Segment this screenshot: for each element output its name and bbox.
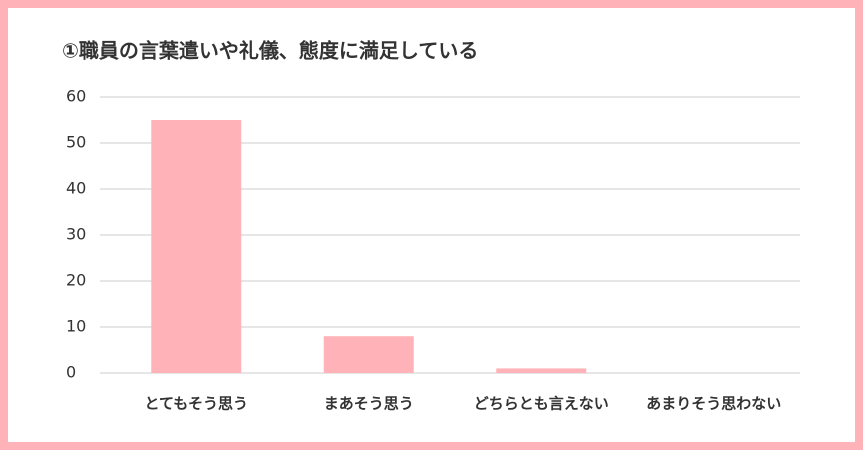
y-tick-label: 60 [66, 87, 86, 106]
bar [151, 120, 242, 373]
y-tick-label: 0 [66, 363, 76, 382]
x-tick-label: どちらとも言えない [474, 395, 609, 413]
y-tick-label: 30 [66, 225, 86, 244]
x-tick-label: あまりそう思わない [646, 395, 781, 413]
y-tick-label: 10 [66, 317, 86, 336]
y-tick-label: 20 [66, 271, 86, 290]
bar [323, 336, 414, 373]
x-tick-label: まあそう思う [324, 395, 414, 413]
chart-title: ①職員の言葉遣いや礼儀、態度に満足している [62, 39, 478, 63]
x-tick-label: とてもそう思う [144, 395, 248, 413]
y-tick-label: 50 [66, 133, 86, 152]
y-tick-label: 40 [66, 179, 86, 198]
bar [496, 368, 587, 373]
